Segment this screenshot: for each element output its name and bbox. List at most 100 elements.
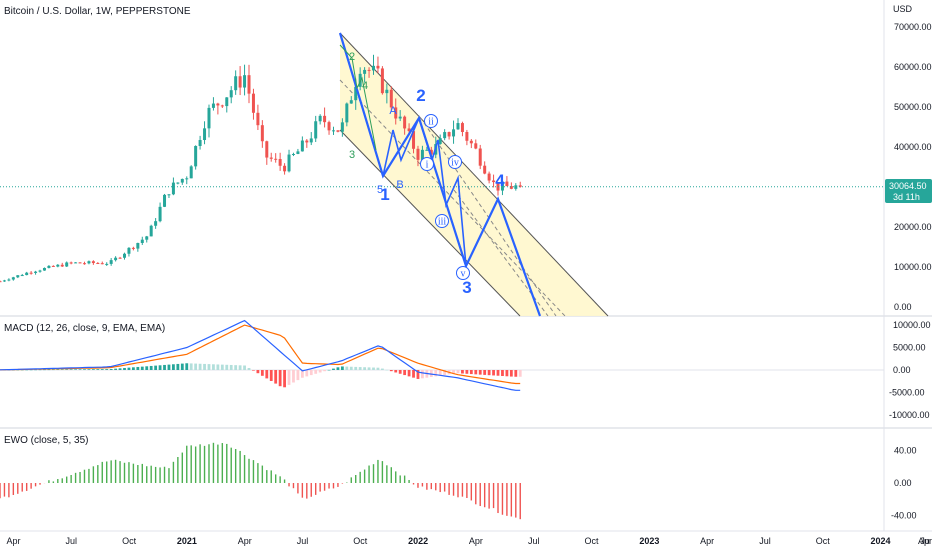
macd-histogram-bar — [367, 367, 371, 370]
candle-body — [167, 194, 171, 196]
wave-label-1: 1 — [380, 185, 389, 204]
macd-histogram-bar — [394, 370, 398, 373]
candle-body — [474, 143, 478, 149]
candle-body — [131, 247, 135, 249]
candle-body — [176, 182, 180, 184]
macd-histogram-bar — [145, 366, 149, 370]
chart-title: Bitcoin / U.S. Dollar, 1W, PEPPERSTONE — [4, 6, 191, 17]
macd-histogram-bar — [252, 370, 255, 371]
time-tick-label: Jul — [528, 536, 540, 546]
macd-histogram-bar — [340, 366, 344, 370]
macd-histogram-bar — [349, 366, 353, 370]
macd-histogram-bar — [74, 369, 77, 370]
wave-label-b: B — [396, 179, 403, 191]
candle-body — [185, 178, 189, 180]
macd-histogram-bar — [336, 367, 340, 370]
candle-body — [429, 149, 433, 155]
axes: 70000.0060000.0050000.0040000.0030000.00… — [6, 22, 932, 546]
macd-histogram-bar — [114, 368, 118, 370]
channel-dashed-line[interactable] — [453, 189, 549, 317]
candle-body — [278, 159, 282, 166]
candle-body — [216, 103, 220, 106]
macd-histogram-bar — [323, 370, 326, 372]
macd-histogram-bar — [225, 364, 229, 370]
price-tick-label: 60000.00 — [894, 62, 932, 72]
candle-body — [211, 103, 215, 108]
candle-body — [412, 131, 416, 149]
macd-histogram-bar — [389, 370, 393, 372]
price-tick-label: 10000.00 — [894, 262, 932, 272]
time-tick-label: 2021 — [177, 536, 197, 546]
macd-histogram-bar — [83, 369, 86, 370]
candle-body — [358, 73, 362, 87]
macd-histogram-bar — [278, 370, 282, 387]
candle-body — [487, 173, 491, 181]
candle-body — [403, 116, 407, 129]
candle-body — [283, 165, 287, 172]
macd-histogram-bar — [87, 369, 91, 370]
candle-body — [251, 93, 255, 113]
macd-histogram-bar — [465, 370, 469, 374]
sub-wave-path[interactable] — [339, 44, 377, 151]
macd-histogram-bar — [220, 364, 224, 370]
abc-correction-path[interactable] — [382, 117, 420, 177]
candle-body — [438, 138, 442, 145]
candle-body — [171, 182, 175, 195]
candle-body — [318, 115, 322, 122]
macd-histogram-bar — [69, 369, 73, 370]
channel-dashed-line[interactable] — [419, 116, 557, 317]
macd-histogram-bar — [96, 369, 100, 370]
candle-body — [42, 267, 46, 271]
candle-body — [407, 128, 411, 132]
macd-histogram-bar — [505, 370, 509, 377]
candle-body — [7, 279, 11, 281]
candle-body — [309, 138, 313, 143]
ewo-series — [0, 442, 521, 520]
price-tick-label: 70000.00 — [894, 22, 932, 32]
macd-line — [0, 319, 521, 391]
macd-histogram-bar — [421, 370, 424, 379]
candle-body — [349, 100, 353, 104]
channel-upper-line[interactable] — [339, 32, 609, 317]
macd-histogram-bar — [194, 363, 198, 370]
macd-histogram-bar — [381, 368, 384, 370]
channel-median-line[interactable] — [339, 79, 566, 317]
minor-wave-path[interactable] — [418, 117, 467, 267]
candle-body — [492, 180, 496, 183]
elliott-channel[interactable] — [339, 32, 609, 317]
candle-body — [336, 130, 340, 132]
macd-histogram-bar — [358, 367, 362, 370]
candle-body — [265, 141, 269, 158]
macd-histogram-bar — [127, 367, 131, 370]
macd-histogram-bar — [385, 369, 389, 371]
macd-histogram-bar — [43, 369, 46, 371]
circled-wave-i: i — [426, 160, 429, 171]
time-tick-label: Ju — [920, 536, 930, 546]
macd-histogram-bar — [274, 370, 278, 384]
candle-body — [256, 112, 260, 126]
wave-label-2: 2 — [416, 86, 425, 105]
time-tick-label: Oct — [122, 536, 137, 546]
macd-histogram-bar — [100, 369, 104, 370]
candle-body — [514, 185, 518, 189]
channel-lower-line[interactable] — [339, 129, 521, 317]
candle-body — [247, 75, 251, 94]
time-tick-label: Apr — [469, 536, 483, 546]
macd-histogram-bar — [203, 363, 206, 370]
candle-body — [2, 280, 6, 282]
candle-body — [398, 116, 402, 119]
macd-histogram-bar — [38, 369, 42, 371]
candle-body — [140, 239, 144, 243]
macd-histogram-bar — [416, 370, 420, 379]
macd-histogram-bar — [207, 364, 211, 370]
time-tick-label: Oct — [585, 536, 600, 546]
macd-histogram-bar — [398, 370, 402, 374]
major-wave-path[interactable] — [338, 32, 542, 317]
macd-histogram-bar — [309, 370, 313, 376]
candle-body — [372, 65, 376, 71]
macd-histogram-bar — [91, 369, 95, 370]
macd-signal-line — [0, 324, 521, 385]
macd-histogram-bar — [47, 369, 51, 371]
circled-wave-iv: iv — [451, 158, 459, 169]
